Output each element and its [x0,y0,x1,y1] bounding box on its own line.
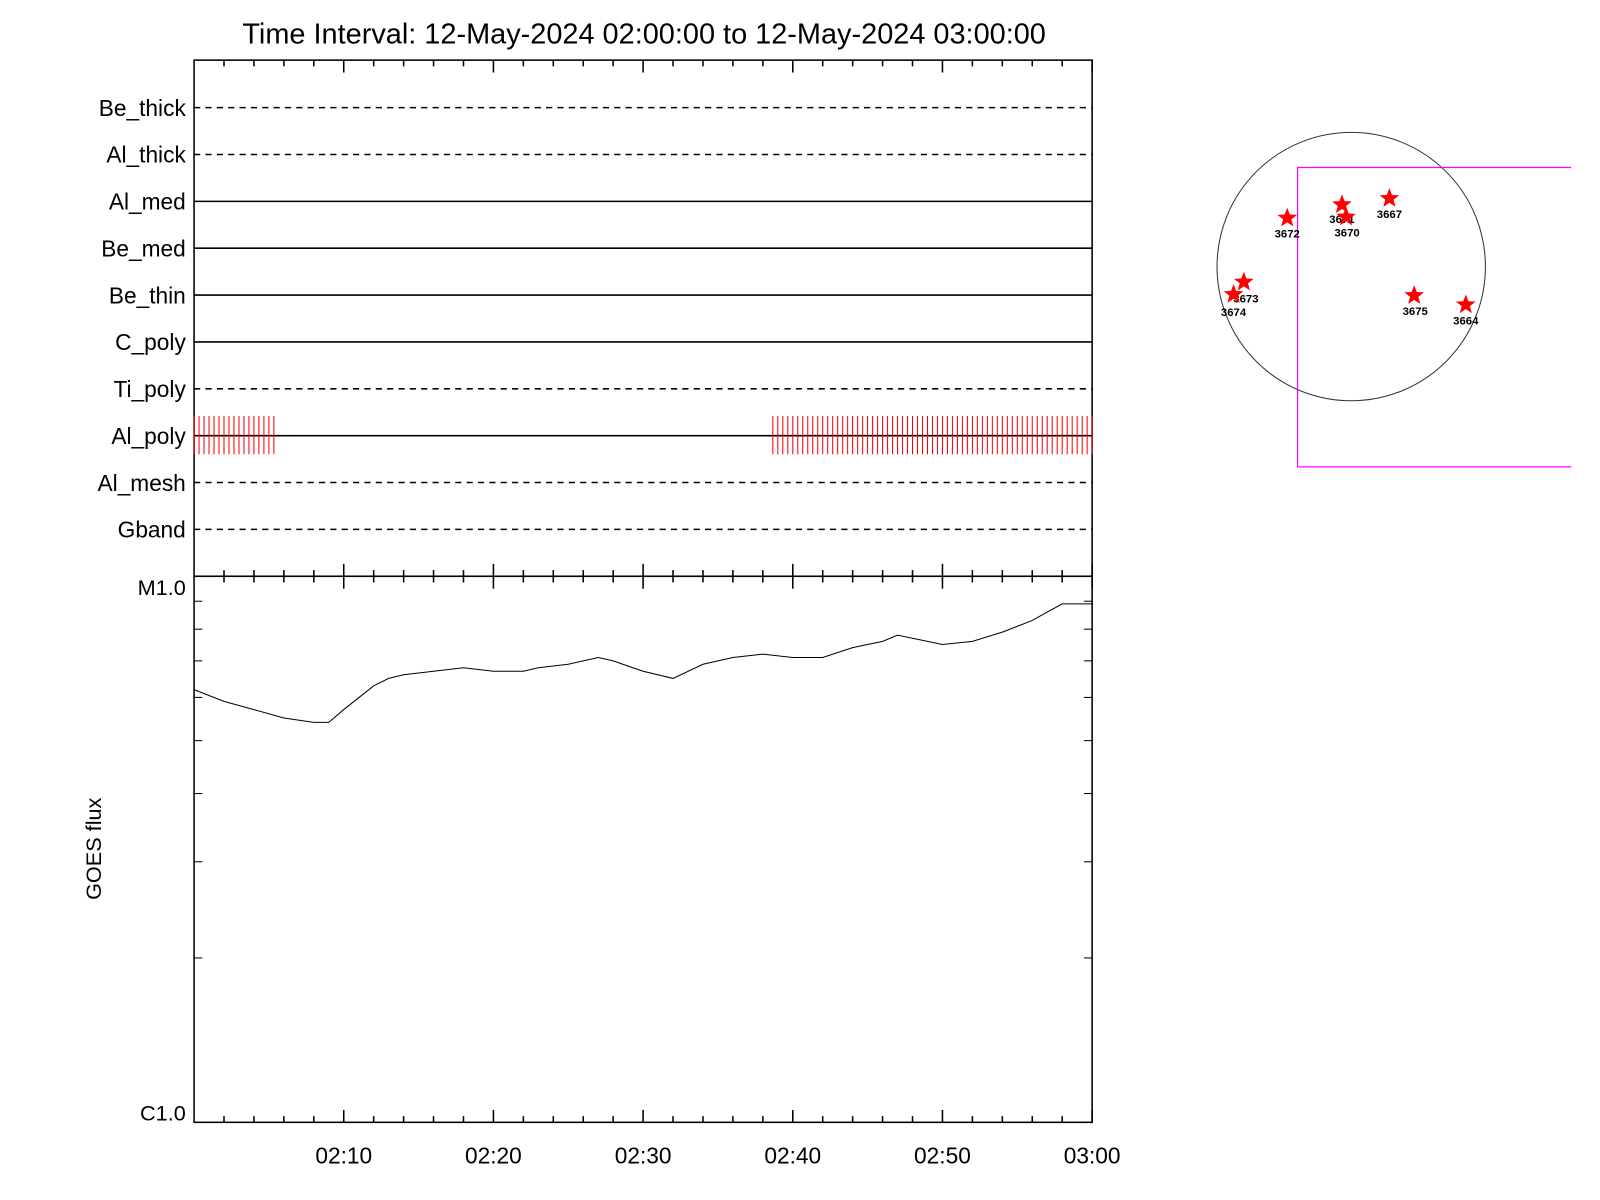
ar-star [1404,285,1424,304]
ar-label: 3670 [1334,228,1359,240]
ar-label: 3672 [1275,229,1300,241]
filter-label: Be_med [101,235,186,261]
filter-label: Al_thick [106,142,186,168]
solar-disk [1216,131,1486,402]
ar-label: 3664 [1453,315,1479,327]
filter-label: Al_mesh [98,470,186,496]
x-tick-label: 02:50 [914,1143,971,1169]
ar-label: 3674 [1221,307,1247,319]
ar-star [1277,207,1298,227]
ar-star [1223,284,1244,303]
filter-label: Al_med [109,189,186,215]
y-tick-label: M1.0 [138,575,186,600]
ar-label: 3675 [1403,306,1428,318]
field-of-view [1296,166,1572,468]
x-tick-label: 02:20 [465,1143,522,1169]
goes-curve [193,603,1093,723]
filter-label: Gband [118,517,186,543]
ar-star [1234,271,1254,291]
ar-star [1456,294,1476,314]
filter-label: Be_thick [99,95,187,121]
ar-star [1379,188,1400,207]
filter-label: Be_thin [109,282,186,308]
filter-label: Ti_poly [114,376,187,402]
ar-star [1332,194,1352,214]
x-tick-label: 03:00 [1064,1143,1121,1169]
x-tick-label: 02:10 [315,1143,372,1169]
title: Time Interval: 12-May-2024 02:00:00 to 1… [242,19,1046,51]
x-tick-label: 02:30 [615,1143,672,1169]
y-tick-label: C1.0 [140,1100,186,1125]
ar-star [1336,206,1356,226]
y-axis-label: GOES flux [81,797,106,899]
ar-label: 3667 [1377,209,1402,221]
ar-label: 3673 [1233,294,1258,306]
filter-label: Al_poly [111,423,186,449]
x-tick-label: 02:40 [764,1143,821,1169]
filter-label: C_poly [115,329,186,355]
